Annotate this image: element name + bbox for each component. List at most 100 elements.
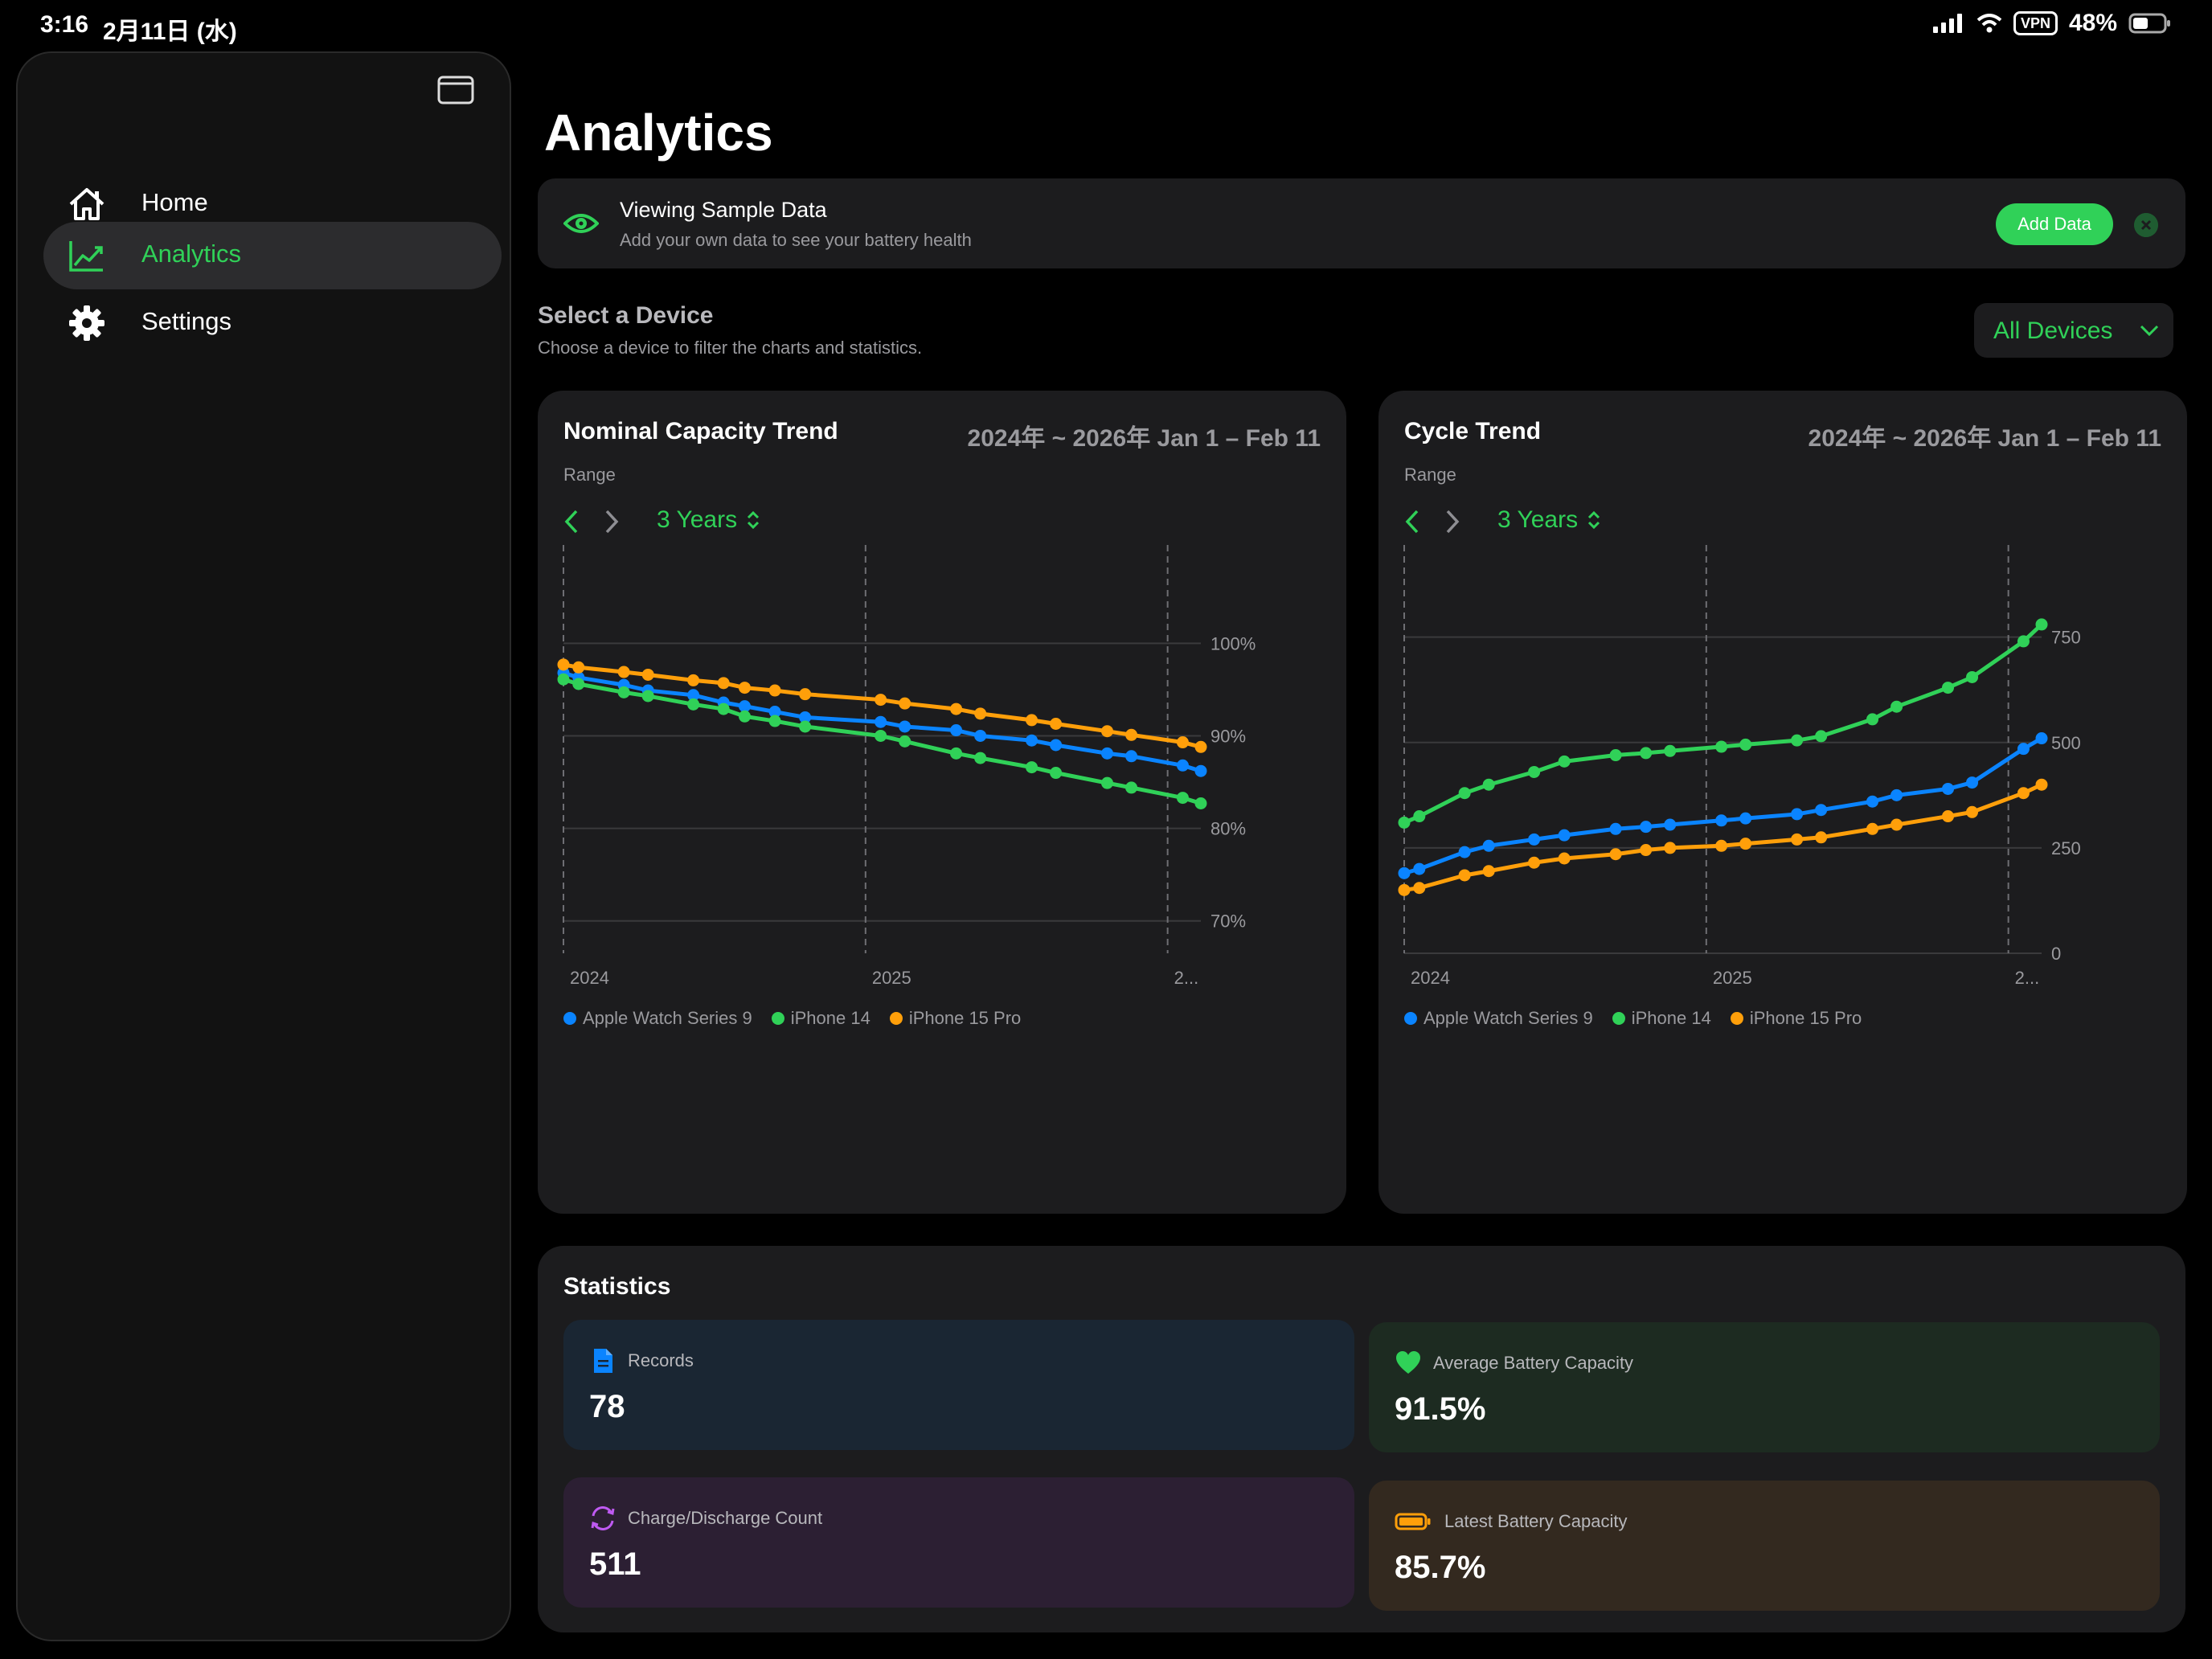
- y-tick-label: 500: [2051, 733, 2081, 753]
- data-point: [1815, 831, 1828, 844]
- data-point: [950, 747, 963, 760]
- data-point: [1558, 829, 1571, 842]
- stat-label: Average Battery Capacity: [1433, 1353, 1634, 1373]
- data-point: [899, 735, 911, 748]
- data-point: [1458, 787, 1471, 800]
- data-point: [1026, 734, 1038, 747]
- data-point: [1640, 844, 1653, 857]
- page-title: Analytics: [544, 104, 773, 162]
- data-point: [1413, 862, 1426, 875]
- period-picker[interactable]: 3 Years: [657, 506, 761, 534]
- data-point: [2035, 732, 2048, 745]
- legend-label: iPhone 14: [1631, 1008, 1711, 1028]
- data-point: [1558, 755, 1571, 768]
- data-point: [1528, 833, 1541, 846]
- data-point: [1026, 761, 1038, 774]
- data-point: [1398, 816, 1411, 829]
- chevron-right-icon[interactable]: [1443, 508, 1462, 535]
- data-point: [641, 690, 654, 703]
- chart-line-icon: [69, 241, 103, 272]
- data-point: [617, 686, 630, 698]
- signal-icon: [1932, 14, 1962, 33]
- device-section-title: Select a Device: [538, 302, 714, 329]
- data-point: [1609, 848, 1622, 861]
- data-point: [572, 661, 585, 674]
- card-title: Cycle Trend: [1404, 418, 1542, 444]
- sidebar-item-home[interactable]: Home: [43, 170, 502, 238]
- legend-label: iPhone 15 Pro: [1749, 1008, 1862, 1028]
- x-tick-label: 2024: [1411, 968, 1450, 988]
- data-point: [1609, 749, 1622, 762]
- gear-icon: [69, 305, 104, 341]
- stat-value: 91.5%: [1395, 1391, 1486, 1427]
- card-date-range: 2024年 ~ 2026年 Jan 1 – Feb 11: [967, 425, 1321, 452]
- data-point: [717, 677, 730, 690]
- legend-item: iPhone 14: [1612, 1008, 1711, 1029]
- series-line: [1402, 736, 2044, 875]
- data-point: [1640, 821, 1653, 834]
- add-data-button[interactable]: Add Data: [1996, 203, 2113, 245]
- data-point: [1458, 869, 1471, 882]
- data-point: [1941, 682, 1954, 694]
- stat-card-records: Records 78: [563, 1320, 1354, 1450]
- stat-value: 85.7%: [1395, 1550, 1486, 1585]
- chevron-right-icon[interactable]: [602, 508, 621, 535]
- x-tick-label: 2...: [2015, 968, 2040, 988]
- data-point: [2017, 787, 2030, 800]
- data-point: [1609, 822, 1622, 835]
- data-point: [2035, 618, 2048, 631]
- chevron-left-icon[interactable]: [1403, 508, 1422, 535]
- statistics-panel: Statistics Records 78 Average Battery Ca…: [538, 1246, 2185, 1632]
- device-dropdown-label: All Devices: [1993, 317, 2113, 344]
- close-icon[interactable]: [2134, 213, 2158, 237]
- data-point: [1890, 789, 1903, 801]
- series-line: [1402, 782, 2044, 892]
- legend-dot: [1612, 1012, 1625, 1025]
- data-point: [557, 658, 570, 671]
- data-point: [1125, 781, 1138, 794]
- data-point: [687, 698, 700, 711]
- data-point: [768, 706, 781, 719]
- legend-item: iPhone 15 Pro: [889, 1008, 1022, 1029]
- chevron-updown-icon: [1588, 510, 1600, 530]
- period-picker[interactable]: 3 Years: [1497, 506, 1602, 534]
- sidebar-item-analytics[interactable]: Analytics: [43, 222, 502, 289]
- heart-icon: [1396, 1351, 1420, 1374]
- data-point: [899, 697, 911, 710]
- legend-item: iPhone 15 Pro: [1730, 1008, 1862, 1029]
- data-point: [1458, 846, 1471, 858]
- legend-label: iPhone 14: [790, 1008, 870, 1028]
- legend-item: Apple Watch Series 9: [563, 1008, 752, 1029]
- document-icon: [594, 1349, 612, 1373]
- stat-value: 511: [589, 1546, 641, 1582]
- data-point: [738, 710, 751, 723]
- data-point: [1866, 713, 1879, 726]
- legend-dot: [563, 1012, 576, 1025]
- y-tick-label: 0: [2051, 944, 2061, 964]
- data-point: [974, 752, 987, 764]
- stat-card-latest-capacity: Latest Battery Capacity 85.7%: [1369, 1481, 2160, 1611]
- data-point: [1482, 839, 1495, 852]
- data-point: [799, 688, 812, 701]
- legend-dot: [771, 1012, 784, 1025]
- status-indicators: VPN 48%: [1932, 10, 2172, 37]
- data-point: [899, 720, 911, 733]
- sidebar-item-label: Analytics: [141, 240, 242, 268]
- data-point: [1125, 750, 1138, 763]
- data-point: [717, 703, 730, 715]
- chevron-left-icon[interactable]: [562, 508, 581, 535]
- cycle-trend-card: Cycle Trend 2024年 ~ 2026年 Jan 1 – Feb 11…: [1378, 391, 2187, 1214]
- data-point: [1791, 734, 1804, 747]
- sidebar-toggle-icon[interactable]: [437, 76, 474, 104]
- sidebar: Home Analytics Settings: [16, 51, 511, 1641]
- legend-label: iPhone 15 Pro: [908, 1008, 1022, 1028]
- data-point: [1100, 725, 1113, 738]
- stat-card-cycle-count: Charge/Discharge Count 511: [563, 1477, 1354, 1608]
- data-point: [1715, 839, 1728, 852]
- house-icon: [69, 188, 104, 220]
- cycle-line-chart: 0 250 500 750 2024 2025 2...: [1398, 545, 2081, 988]
- card-date-range: 2024年 ~ 2026年 Jan 1 – Feb 11: [1808, 425, 2161, 452]
- sidebar-item-settings[interactable]: Settings: [43, 289, 502, 357]
- sidebar-item-label: Home: [141, 188, 208, 216]
- device-dropdown[interactable]: All Devices: [1974, 303, 2173, 358]
